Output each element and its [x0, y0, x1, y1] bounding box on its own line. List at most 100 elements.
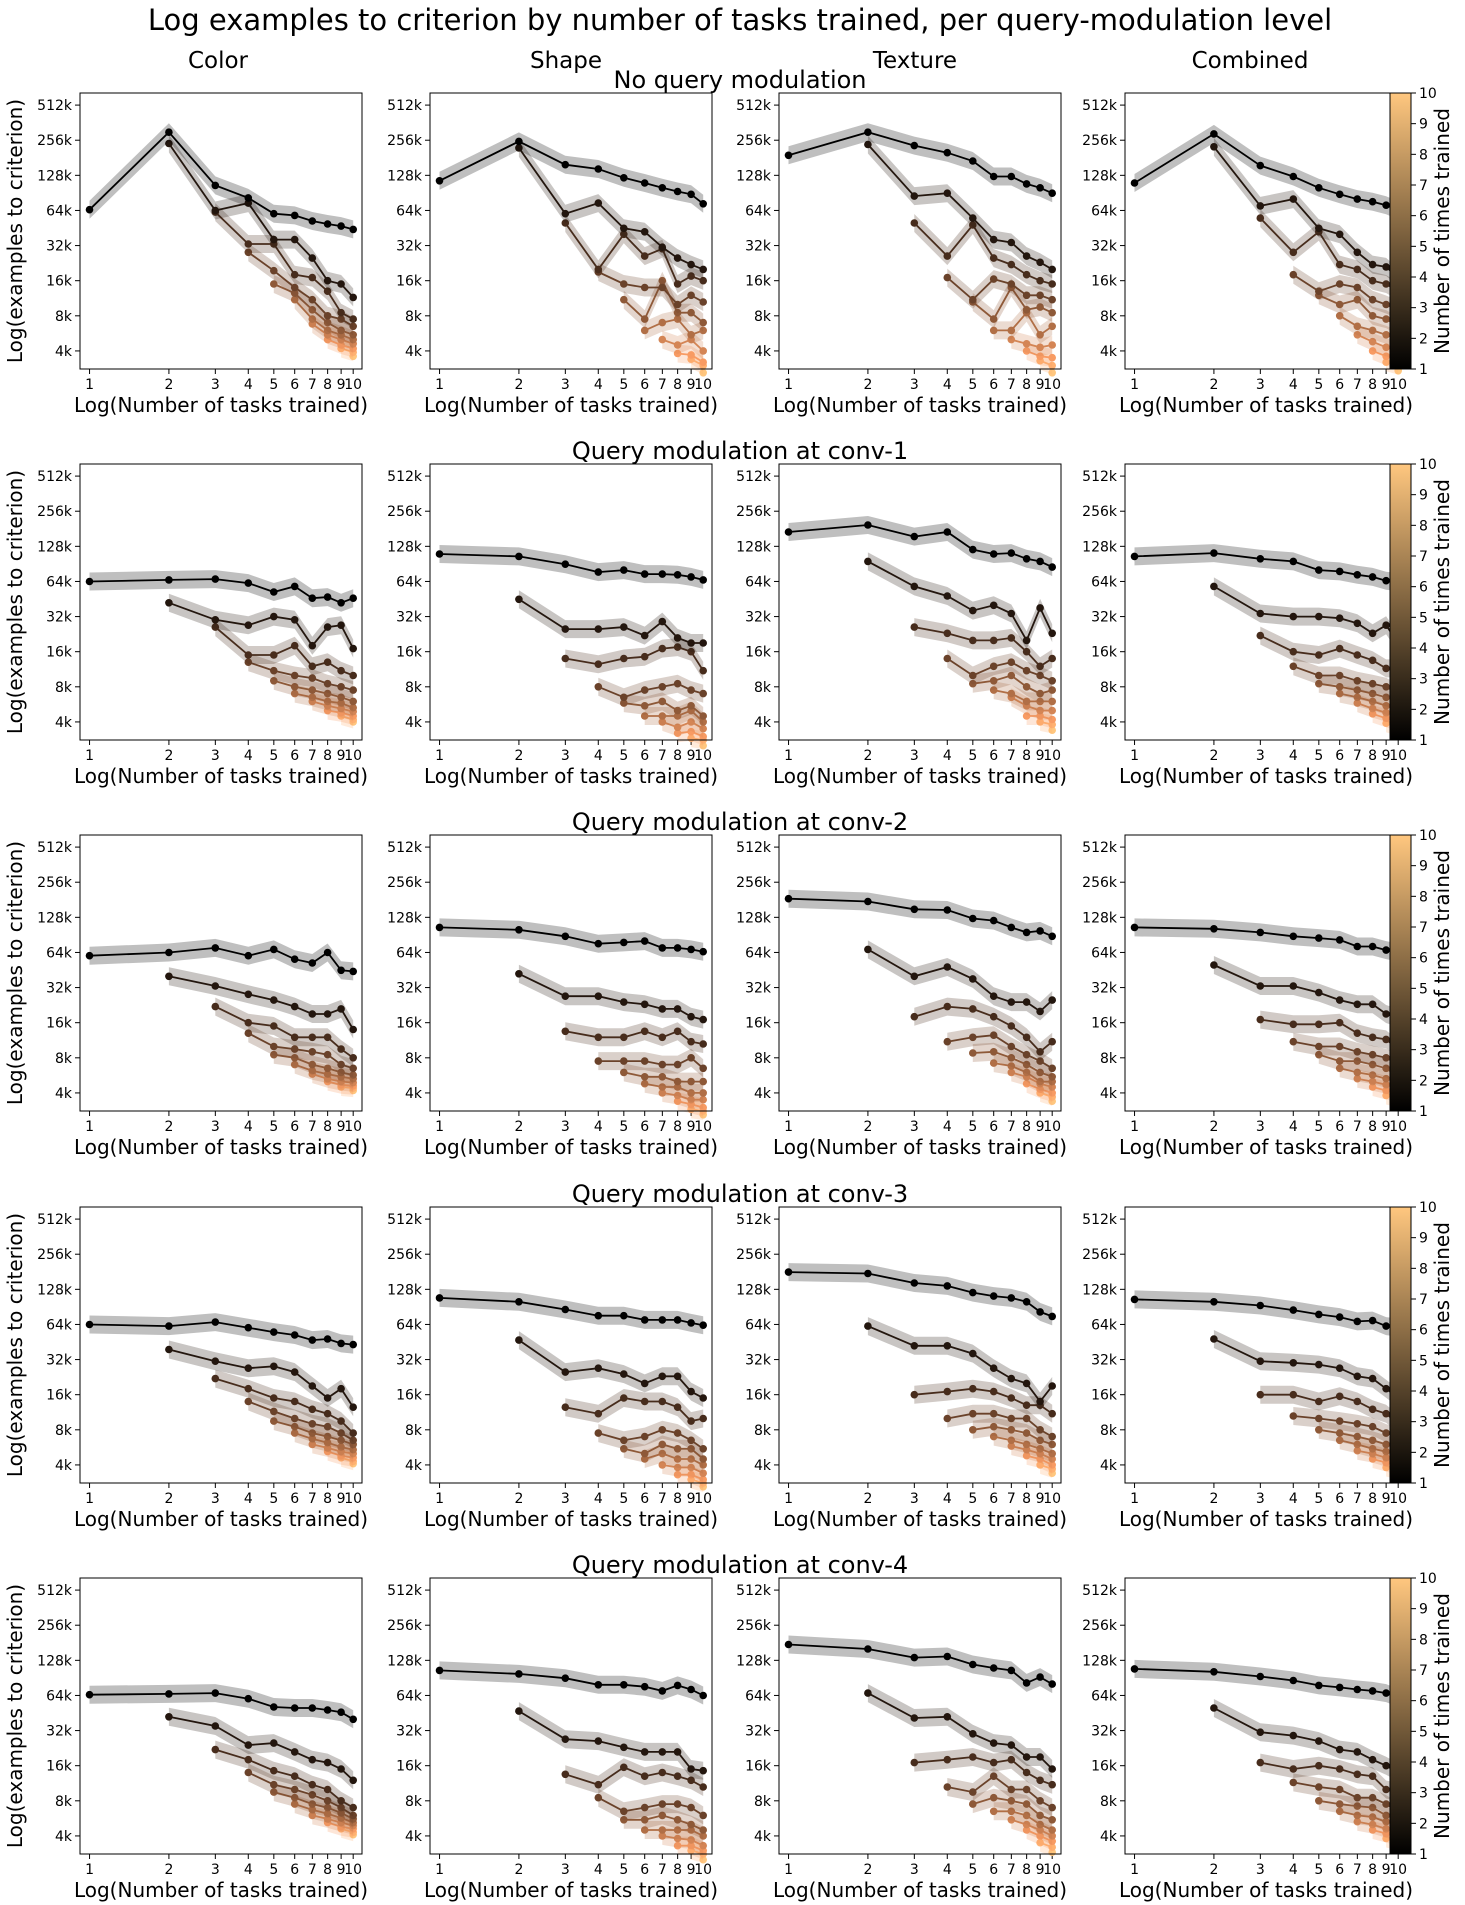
- x-tick-label: 5: [269, 748, 278, 764]
- y-tick-label: 64k: [1091, 1688, 1118, 1704]
- data-point: [673, 308, 682, 317]
- x-tick-label: 3: [910, 1119, 919, 1135]
- data-point: [165, 576, 173, 584]
- data-point: [211, 1374, 220, 1383]
- data-point: [699, 1064, 707, 1073]
- data-point: [1048, 1409, 1056, 1418]
- series-6: [989, 681, 1056, 711]
- series-line: [788, 1271, 1053, 1318]
- data-point: [687, 573, 695, 581]
- data-point: [308, 1048, 317, 1056]
- data-point: [1130, 1665, 1139, 1673]
- data-point: [337, 341, 345, 349]
- data-point: [561, 1770, 570, 1779]
- x-tick-label: 1: [784, 748, 793, 764]
- colorbar-tick-label: 7: [1419, 178, 1428, 194]
- data-point: [969, 606, 977, 615]
- series-line: [1011, 1445, 1053, 1460]
- data-point: [1368, 1077, 1377, 1086]
- data-point: [1335, 689, 1344, 698]
- data-point: [658, 283, 667, 292]
- x-tick-label: 9: [337, 1491, 346, 1507]
- data-point: [85, 205, 94, 214]
- data-point: [640, 1816, 649, 1824]
- x-tick-label: 1: [1130, 1862, 1139, 1878]
- confidence-band: [518, 964, 704, 1029]
- x-tick-label: 5: [1314, 1491, 1323, 1507]
- y-tick-label: 16k: [396, 1759, 423, 1775]
- data-point: [658, 1449, 667, 1458]
- x-tick-label: 2: [1209, 1491, 1218, 1507]
- data-point: [1007, 1816, 1016, 1824]
- data-point: [349, 686, 358, 694]
- data-point: [561, 219, 570, 227]
- data-point: [290, 1033, 299, 1042]
- series-1: [85, 123, 358, 239]
- data-point: [699, 1811, 707, 1820]
- data-point: [673, 729, 682, 737]
- series-4: [244, 1392, 358, 1450]
- data-point: [290, 1002, 299, 1011]
- x-tick-label: 10: [694, 377, 712, 393]
- series-1: [1130, 544, 1402, 592]
- data-point: [620, 654, 628, 663]
- data-point: [969, 1426, 977, 1434]
- data-point: [673, 571, 682, 579]
- x-tick-label: 3: [1256, 1119, 1265, 1135]
- y-axis-label: Log(examples to criterion): [3, 1584, 27, 1848]
- confidence-band: [312, 1065, 354, 1092]
- x-tick-label: 1: [435, 1491, 444, 1507]
- data-point: [1315, 679, 1323, 688]
- series-line: [88, 130, 354, 231]
- data-point: [1007, 923, 1016, 932]
- data-point: [969, 1409, 977, 1418]
- x-tick-label: 5: [1314, 748, 1323, 764]
- data-point: [1007, 634, 1016, 642]
- y-tick-label: 256k: [37, 875, 73, 891]
- x-tick-label: 9: [1036, 748, 1045, 764]
- confidence-band: [623, 1806, 704, 1839]
- y-tick-label: 256k: [1082, 875, 1118, 891]
- data-point: [1353, 1748, 1362, 1756]
- x-tick-label: 3: [1256, 1491, 1265, 1507]
- data-point: [969, 1384, 977, 1393]
- data-point: [620, 1033, 628, 1042]
- data-point: [244, 1397, 253, 1406]
- data-point: [640, 283, 649, 292]
- data-point: [699, 369, 707, 377]
- y-tick-label: 512k: [736, 840, 772, 856]
- data-point: [1007, 1022, 1016, 1030]
- row-title: Query modulation at conv-3: [572, 1180, 908, 1208]
- data-point: [308, 1060, 317, 1069]
- series-line: [439, 1669, 704, 1697]
- data-point: [640, 1027, 649, 1036]
- data-point: [699, 1077, 707, 1086]
- series-4: [594, 1420, 707, 1458]
- data-point: [244, 651, 253, 659]
- data-point: [270, 1417, 278, 1425]
- y-tick-label: 8k: [1100, 1051, 1118, 1067]
- colorbar-tick-label: 4: [1419, 270, 1428, 286]
- data-point: [784, 528, 793, 536]
- data-point: [1022, 1379, 1031, 1388]
- data-point: [244, 1018, 253, 1027]
- data-point: [658, 1005, 667, 1013]
- data-point: [1368, 1445, 1377, 1453]
- data-point: [699, 732, 707, 741]
- data-point: [1210, 143, 1218, 151]
- data-point: [1382, 708, 1390, 717]
- y-tick-label: 256k: [37, 133, 73, 149]
- data-point: [687, 647, 695, 656]
- data-point: [1382, 1322, 1390, 1330]
- data-point: [1036, 697, 1044, 706]
- data-point: [1022, 666, 1031, 675]
- data-point: [1335, 1807, 1344, 1816]
- colorbar-tick-label: 8: [1419, 1261, 1428, 1277]
- series-line: [788, 897, 1053, 938]
- data-point: [1007, 998, 1016, 1006]
- data-point: [244, 1768, 253, 1777]
